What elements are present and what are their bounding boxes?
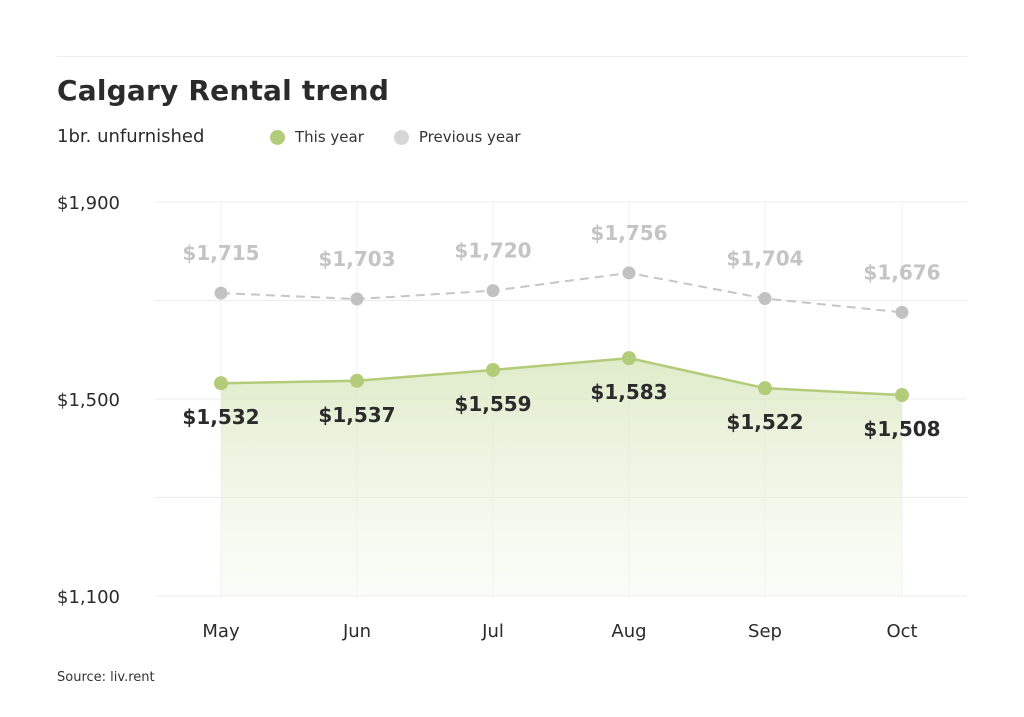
data-label-previous-year: $1,704 — [726, 247, 803, 271]
point-this-year — [622, 351, 636, 366]
y-tick-label: $1,900 — [57, 193, 120, 214]
y-tick-label: $1,500 — [57, 390, 120, 411]
area-this-year — [221, 358, 902, 596]
x-tick-label: Jun — [342, 621, 371, 642]
point-previous-year — [895, 305, 909, 319]
data-label-this-year: $1,532 — [182, 405, 259, 429]
source-note: Source: liv.rent — [57, 670, 155, 685]
legend-dot-this-year — [270, 129, 285, 145]
data-label-previous-year: $1,703 — [318, 247, 395, 271]
data-label-this-year: $1,559 — [454, 392, 531, 416]
top-divider — [57, 56, 967, 57]
point-previous-year — [214, 286, 228, 300]
x-tick-label: Jul — [481, 621, 504, 642]
legend: This year Previous year — [270, 128, 551, 146]
point-this-year — [350, 373, 364, 388]
point-previous-year — [350, 292, 364, 306]
legend-dot-previous-year — [393, 129, 409, 145]
legend-item-this-year: This year — [270, 128, 364, 146]
data-label-previous-year: $1,715 — [182, 241, 259, 265]
y-tick-label: $1,100 — [57, 587, 120, 608]
point-previous-year — [622, 266, 636, 280]
data-label-previous-year: $1,756 — [590, 221, 667, 245]
point-this-year — [214, 376, 228, 391]
chart-title: Calgary Rental trend — [57, 74, 390, 107]
x-tick-label: Sep — [748, 621, 782, 642]
line-previous-year — [220, 271, 903, 314]
point-previous-year — [758, 292, 772, 306]
x-tick-label: Oct — [886, 621, 917, 642]
legend-item-previous-year: Previous year — [393, 128, 521, 146]
line-this-year — [220, 356, 903, 397]
data-label-this-year: $1,583 — [590, 380, 667, 404]
x-tick-label: Aug — [611, 621, 646, 642]
data-label-previous-year: $1,720 — [454, 239, 531, 263]
legend-label-this-year: This year — [295, 128, 364, 146]
chart-subtitle: 1br. unfurnished — [57, 126, 205, 147]
data-label-previous-year: $1,676 — [863, 260, 940, 284]
data-label-this-year: $1,537 — [318, 403, 395, 427]
data-label-this-year: $1,522 — [726, 410, 803, 434]
data-label-this-year: $1,508 — [863, 417, 940, 441]
point-this-year — [895, 388, 909, 403]
point-previous-year — [486, 284, 500, 298]
x-tick-label: May — [202, 621, 240, 642]
point-this-year — [758, 381, 772, 396]
point-this-year — [486, 362, 500, 377]
legend-label-previous-year: Previous year — [418, 128, 521, 146]
